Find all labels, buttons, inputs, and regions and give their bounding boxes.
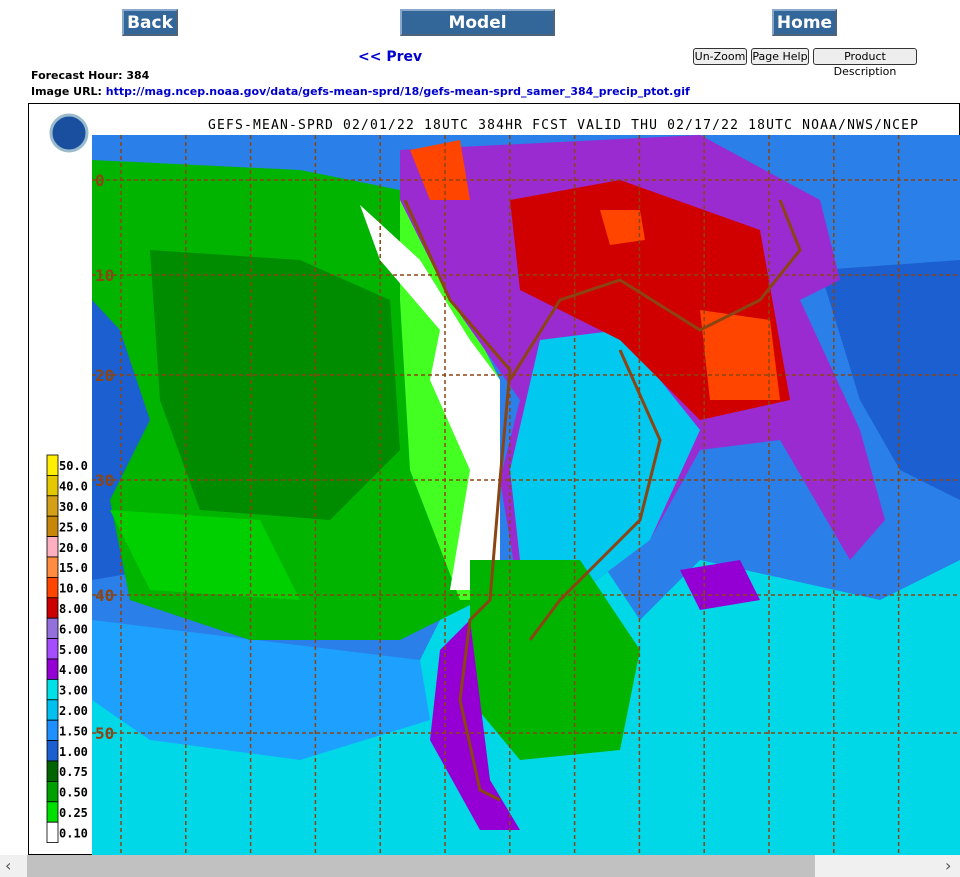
- legend-swatch: [46, 556, 59, 578]
- legend-label: 50.0: [59, 459, 88, 473]
- label: Image URL:: [31, 85, 102, 98]
- horizontal-scrollbar[interactable]: ‹ ›: [0, 855, 960, 877]
- legend: 50.0 40.0 30.0 25.0 20.0 15.0 10.0 8.00 6.00 5.00…: [46, 454, 88, 844]
- legend-swatch: [46, 821, 59, 844]
- latitude-label: 0: [95, 171, 105, 190]
- legend-swatch: [46, 658, 59, 680]
- legend-swatch: [46, 597, 59, 619]
- label: Forecast Hour:: [31, 69, 123, 82]
- legend-label: 4.00: [59, 663, 88, 677]
- blue-area: [820, 260, 960, 500]
- dry-area: [360, 205, 500, 590]
- legend-swatch: [46, 740, 59, 762]
- map-title: GEFS-MEAN-SPRD 02/01/22 18UTC 384HR FCST…: [208, 118, 918, 133]
- un-zoom-button[interactable]: Un-Zoom: [693, 48, 747, 65]
- model-guidance-button[interactable]: Model Guidance: [400, 9, 555, 58]
- legend-label: 30.0: [59, 500, 88, 514]
- legend-label: 1.00: [59, 745, 88, 759]
- legend-label: 2.00: [59, 704, 88, 718]
- legend-swatch: [46, 474, 59, 497]
- green-area: [470, 560, 640, 760]
- legend-label: 40.0: [59, 480, 88, 494]
- legend-label: 0.50: [59, 786, 88, 800]
- legend-label: 20.0: [59, 541, 88, 555]
- legend-swatch: [46, 719, 59, 742]
- latitude-label: 40: [95, 586, 114, 605]
- legend-label: 0.25: [59, 806, 88, 820]
- orange-area: [410, 140, 470, 200]
- orange-area: [600, 210, 645, 245]
- legend-label: 10.0: [59, 582, 88, 596]
- legend-swatch: [46, 454, 59, 476]
- legend-label: 0.75: [59, 765, 88, 779]
- latitude-label: 10: [95, 266, 114, 285]
- cyan-area: [510, 330, 700, 600]
- scroll-left-arrow[interactable]: ‹: [5, 856, 12, 875]
- green-area: [150, 250, 400, 520]
- coastline: [403, 199, 802, 802]
- url-link[interactable]: http://mag.ncep.noaa.gov/data/gefs-mean-…: [105, 85, 690, 98]
- scroll-thumb[interactable]: [27, 855, 815, 877]
- legend-label: 6.00: [59, 622, 88, 636]
- latitude-label: 50: [95, 724, 114, 743]
- forecast-map: GEFS-MEAN-SPRD 02/01/22 18UTC 384HR FCST…: [28, 103, 960, 855]
- legend-label: 8.00: [59, 602, 88, 616]
- latitude-labels: 0 10 20 30 40 50: [95, 171, 114, 743]
- noaa-logo: [49, 113, 89, 153]
- product-description-button[interactable]: Product Description: [813, 48, 917, 78]
- value: 384: [126, 69, 150, 82]
- legend-label: 3.00: [59, 684, 88, 698]
- legend-swatch: [46, 699, 59, 721]
- latitude-label: 30: [95, 471, 114, 490]
- home-button[interactable]: Home: [772, 9, 837, 36]
- purple-area: [430, 620, 520, 830]
- scroll-right-arrow[interactable]: ›: [945, 856, 952, 875]
- legend-swatch: [46, 801, 59, 823]
- legend-swatch: [46, 515, 59, 538]
- legend-label: 0.10: [59, 826, 88, 840]
- page-help-button[interactable]: Page Help: [751, 48, 809, 65]
- legend-label: 1.50: [59, 724, 88, 738]
- legend-swatch: [46, 781, 59, 803]
- latitude-label: 20: [95, 366, 114, 385]
- legend-label: 15.0: [59, 561, 88, 575]
- purple-area: [680, 560, 760, 610]
- legend-swatch: [46, 760, 59, 782]
- legend-label: 25.0: [59, 520, 88, 534]
- prev-link[interactable]: << Prev: [358, 49, 423, 65]
- green-area: [110, 510, 300, 600]
- legend-swatch: [46, 495, 59, 517]
- legend-swatch: [46, 536, 59, 558]
- back-button[interactable]: Back: [122, 9, 178, 36]
- legend-label: 5.00: [59, 643, 88, 657]
- orange-area: [700, 310, 780, 400]
- forecast-hour: Forecast Hour: 384: [31, 69, 149, 82]
- legend-swatch: [46, 577, 59, 599]
- graticule: [92, 135, 960, 855]
- legend-swatch: [46, 617, 59, 640]
- image-url: Image URL: http://mag.ncep.noaa.gov/data…: [31, 85, 690, 98]
- blue-area: [92, 620, 430, 760]
- legend-swatch: [46, 679, 59, 701]
- legend-swatch: [46, 638, 59, 660]
